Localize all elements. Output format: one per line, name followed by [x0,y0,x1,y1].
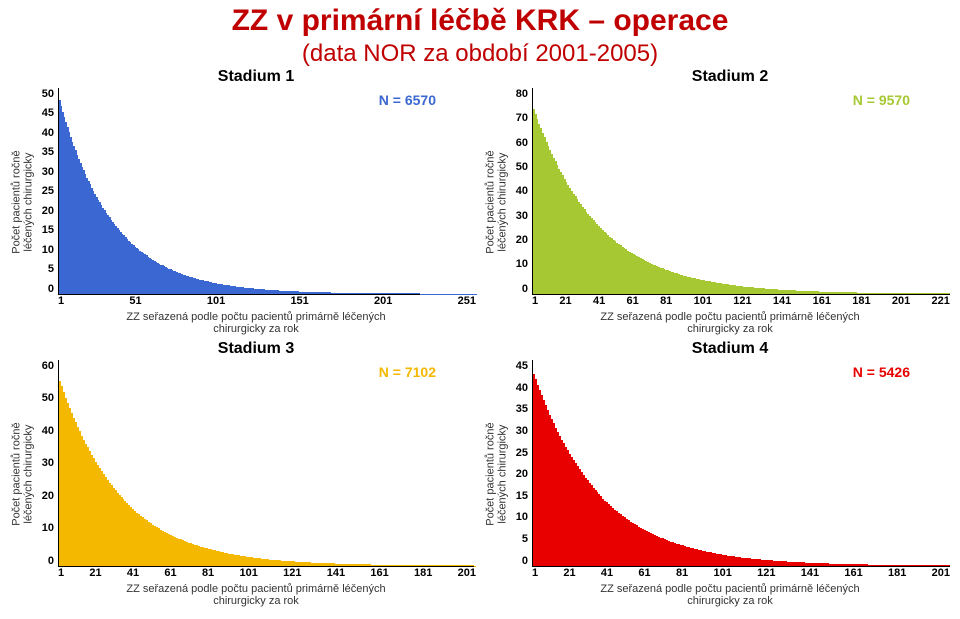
chart-panel-4: Počet pacientů ročněléčených chirurgicky… [484,340,950,608]
x-axis-label: ZZ seřazená podle počtu pacientů primárn… [510,583,950,608]
x-ticks: 121416181101121141161181201 [510,567,950,581]
plot-area [58,360,476,567]
y-axis-label: Počet pacientů ročněléčených chirurgicky [11,150,35,253]
chart-title: Stadium 3 [36,340,476,360]
plot-area [532,88,950,295]
x-ticks: 151101151201251 [36,295,476,309]
chart-panel-2: Počet pacientů ročněléčených chirurgicky… [484,68,950,336]
x-ticks: 121416181101121141161181201 [36,567,476,581]
chart-grid: Počet pacientů ročněléčených chirurgicky… [0,68,960,608]
x-axis-label: ZZ seřazená podle počtu pacientů primárn… [510,311,950,336]
y-ticks: 051015202530354045 [510,360,532,567]
y-axis-label: Počet pacientů ročněléčených chirurgicky [485,422,509,525]
chart-title: Stadium 4 [510,340,950,360]
y-ticks: 0102030405060 [36,360,58,567]
chart-title: Stadium 2 [510,68,950,88]
plot-area [532,360,950,567]
x-axis-label: ZZ seřazená podle počtu pacientů primárn… [36,583,476,608]
x-ticks: 121416181101121141161181201221 [510,295,950,309]
subtitle: (data NOR za období 2001-2005) [0,40,960,68]
y-ticks: 01020304050607080 [510,88,532,295]
chart-panel-3: Počet pacientů ročněléčených chirurgicky… [10,340,476,608]
y-axis-label: Počet pacientů ročněléčených chirurgicky [11,422,35,525]
y-axis-label: Počet pacientů ročněléčených chirurgicky [485,150,509,253]
main-title: ZZ v primární léčbě KRK – operace [0,0,960,38]
x-axis-label: ZZ seřazená podle počtu pacientů primárn… [36,311,476,336]
chart-panel-1: Počet pacientů ročněléčených chirurgicky… [10,68,476,336]
y-ticks: 05101520253035404550 [36,88,58,295]
chart-title: Stadium 1 [36,68,476,88]
plot-area [58,88,476,295]
